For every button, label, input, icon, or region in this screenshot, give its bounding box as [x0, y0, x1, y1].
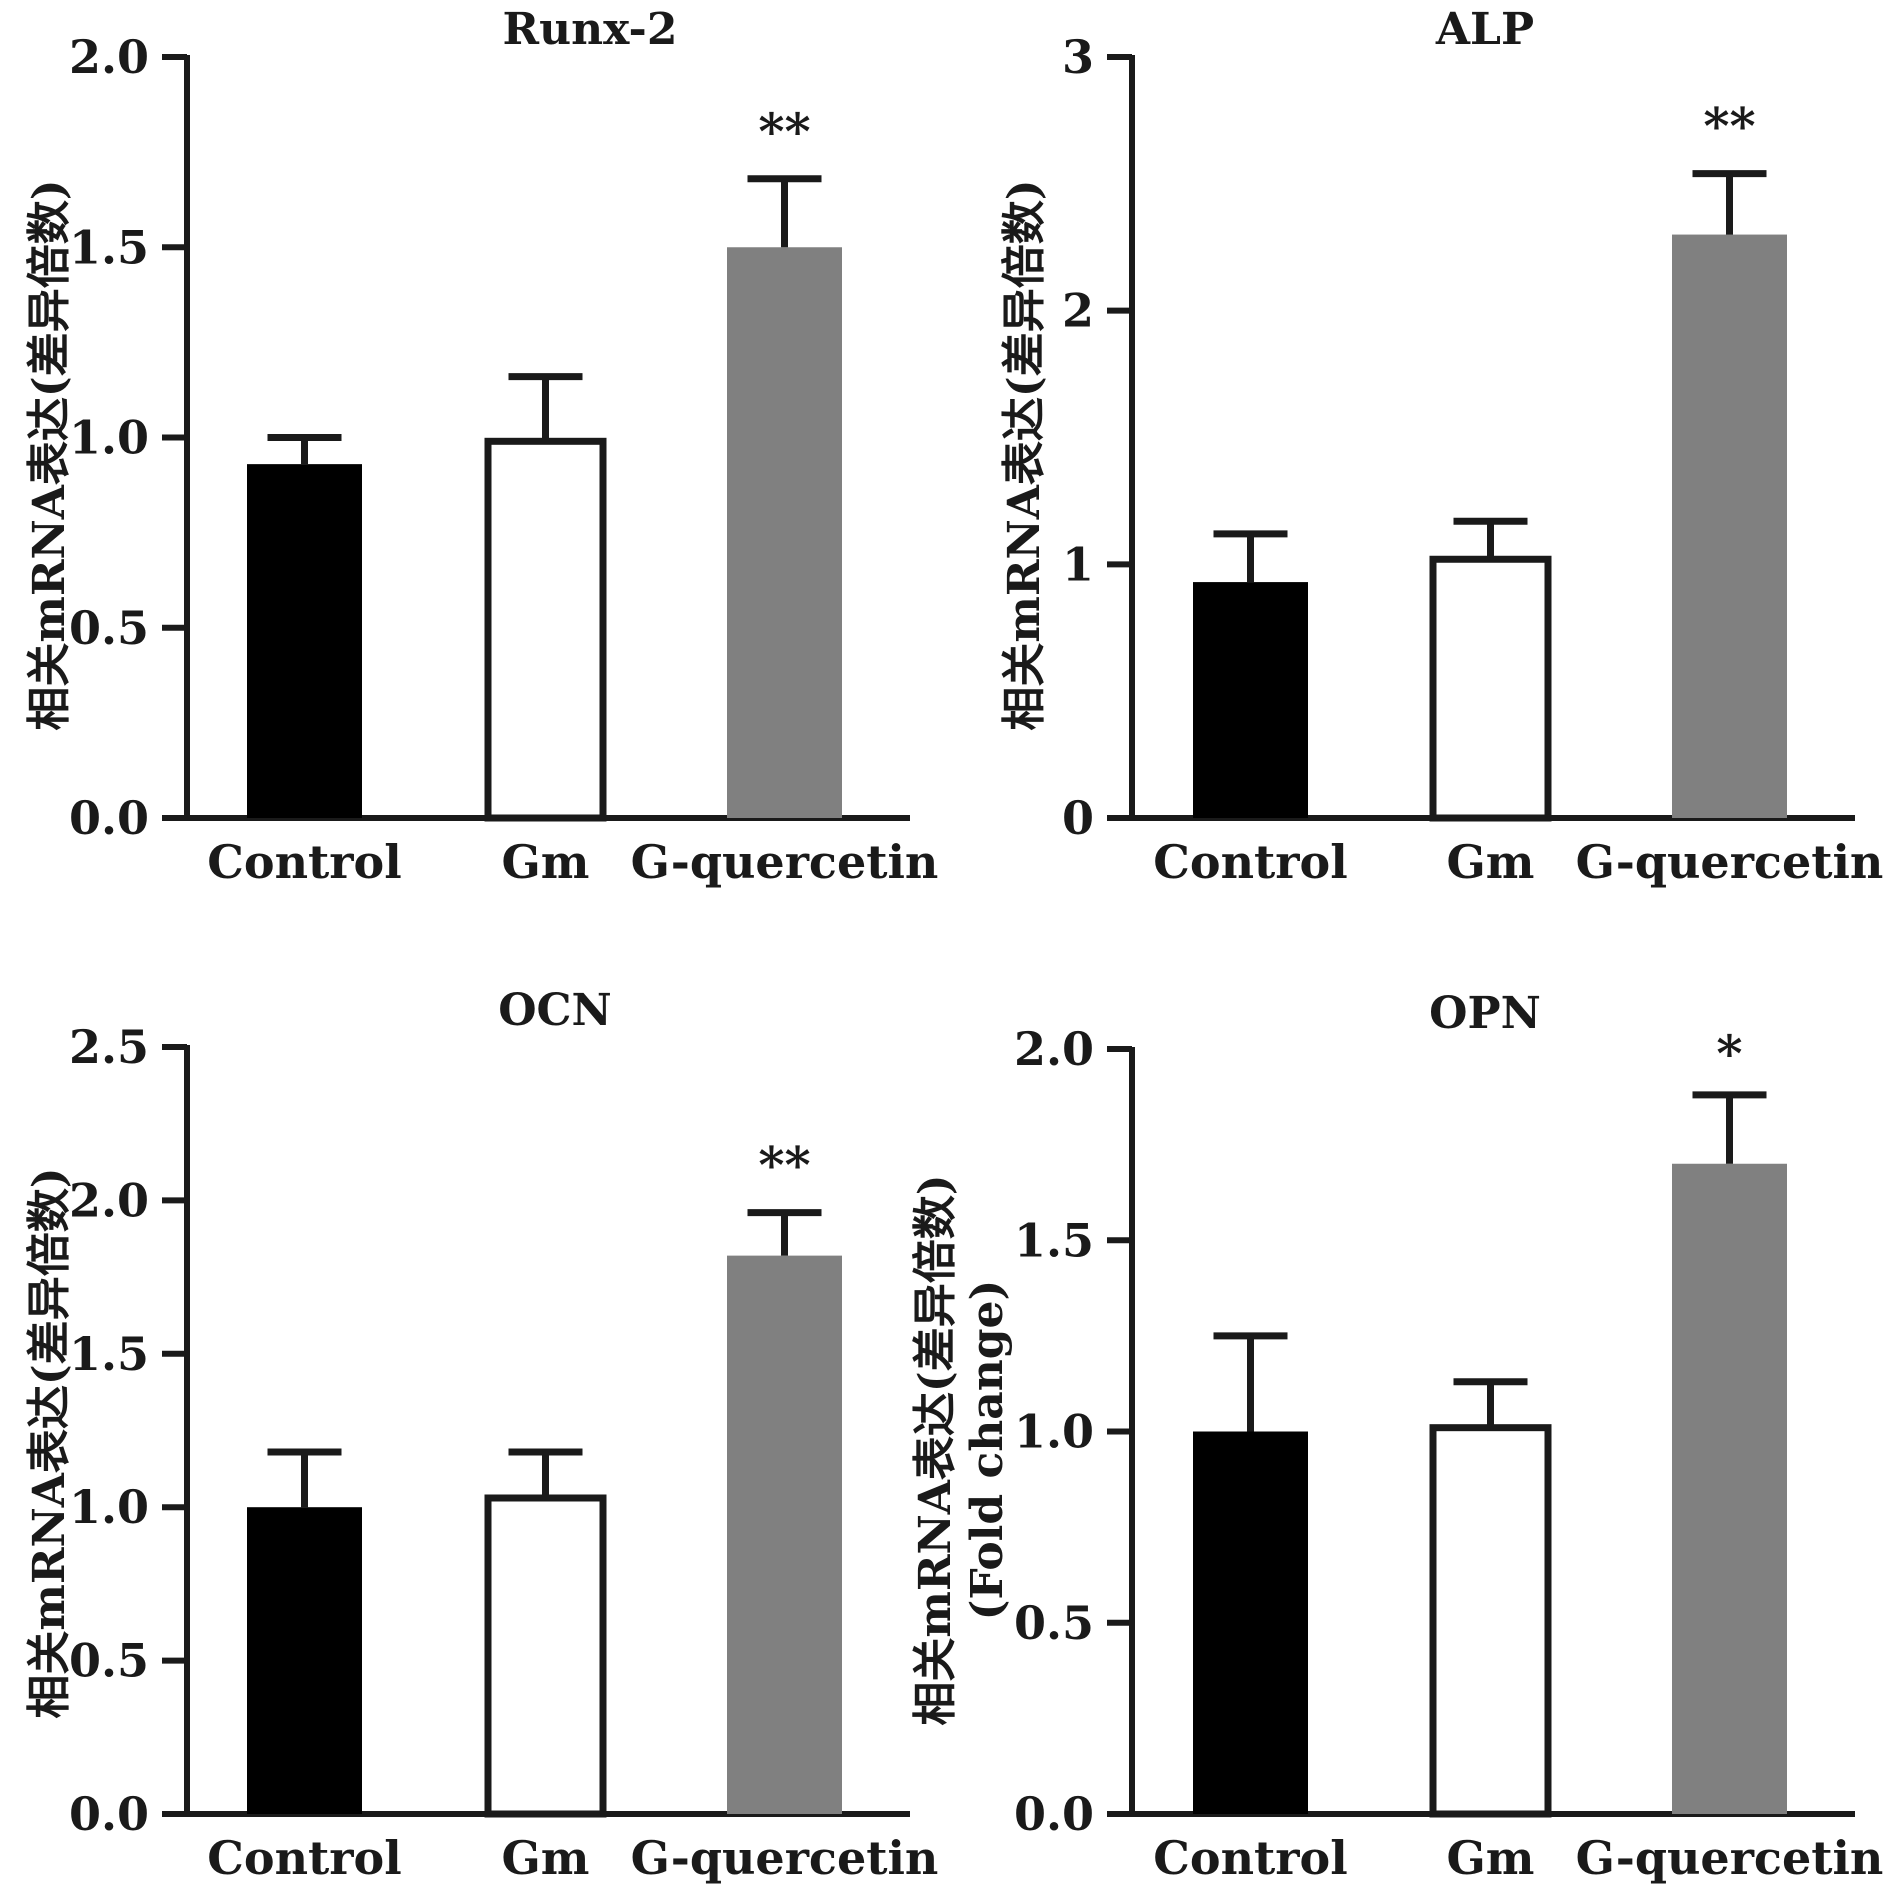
chart-title: Runx-2 [503, 4, 678, 55]
y-tick-label: 0.5 [69, 1634, 149, 1688]
category-label: Gm [1447, 1831, 1535, 1885]
y-axis-label: 相关mRNA表达(差异倍数) [24, 1167, 75, 1718]
y-tick-label: 1.0 [69, 1480, 149, 1534]
category-label: G-quercetin [631, 835, 939, 889]
bar-gm [484, 1494, 607, 1818]
significance-marker: ** [758, 1136, 810, 1195]
y-tick-label: 0 [1062, 791, 1094, 845]
y-tick-label: 0.0 [69, 791, 149, 845]
y-axis-label-line: 相关mRNA表达(差异倍数) [24, 1167, 75, 1718]
significance-marker: ** [758, 102, 810, 161]
y-axis-label-line: 相关mRNA表达(差异倍数) [999, 179, 1050, 730]
bar-control [247, 464, 362, 818]
bar-control [247, 1507, 362, 1814]
y-tick-label: 0.5 [69, 601, 149, 655]
y-axis-label-line: 相关mRNA表达(差异倍数) [24, 179, 75, 730]
y-tick-label: 1.5 [69, 1327, 149, 1381]
chart-panel-1: Runx-2 0.0 0.5 1.0 1.5 2.0 相关mRNA表达(差异倍数) Contr… [24, 4, 938, 889]
significance-marker: ** [1703, 97, 1755, 156]
bar-g-quercetin [727, 247, 842, 818]
category-label: Control [207, 835, 401, 889]
significance-marker: * [1716, 1024, 1742, 1083]
bar-gm [1429, 555, 1552, 822]
category-label: Gm [1447, 835, 1535, 889]
y-tick-label: 1.5 [69, 220, 149, 274]
chart-title: OPN [1429, 988, 1541, 1039]
category-label: Control [207, 1831, 401, 1885]
bar-g-quercetin [1672, 1163, 1787, 1814]
category-label: Gm [502, 835, 590, 889]
category-label: G-quercetin [1576, 835, 1884, 889]
bar-gm [484, 437, 607, 822]
y-tick-label: 2 [1062, 284, 1094, 338]
bar-g-quercetin [1672, 234, 1787, 819]
bar-g-quercetin [727, 1255, 842, 1814]
y-axis-label-line: (Fold change) [962, 1280, 1013, 1621]
category-label: Control [1153, 1831, 1347, 1885]
y-tick-label: 3 [1062, 30, 1094, 84]
y-tick-label: 2.0 [69, 30, 149, 84]
y-tick-label: 0.0 [1014, 1787, 1094, 1841]
y-tick-label: 2.5 [69, 1020, 149, 1074]
y-axis-label: 相关mRNA表达(差异倍数) [24, 179, 75, 730]
chart-panel-2: ALP 0 1 2 3 相关mRNA表达(差异倍数) Control Gm ** G-querce… [999, 4, 1883, 889]
y-axis-label: 相关mRNA表达(差异倍数) [999, 179, 1050, 730]
y-tick-label: 2.0 [1014, 1022, 1094, 1076]
chart-title: OCN [498, 985, 612, 1036]
y-tick-label: 2.0 [69, 1173, 149, 1227]
chart-title: ALP [1435, 4, 1534, 55]
y-tick-label: 0.0 [69, 1787, 149, 1841]
bar-control [1193, 582, 1308, 818]
chart-panel-3: OCN 0.0 0.5 1.0 1.5 2.0 2.5 相关mRNA表达(差异倍数) Contr… [24, 985, 938, 1885]
category-label: Gm [502, 1831, 590, 1885]
y-tick-label: 1.0 [1014, 1405, 1094, 1459]
y-tick-label: 1 [1062, 537, 1094, 591]
bar-control [1193, 1431, 1308, 1814]
category-label: G-quercetin [1576, 1831, 1884, 1885]
bar-gm [1429, 1424, 1552, 1818]
y-tick-label: 1.0 [69, 411, 149, 465]
y-axis-label-line: 相关mRNA表达(差异倍数) [910, 1174, 961, 1725]
y-tick-label: 0.5 [1014, 1596, 1094, 1650]
chart-panel-4: OPN 0.0 0.5 1.0 1.5 2.0 相关mRNA表达(差异倍数) (Fold ch… [910, 988, 1883, 1885]
y-tick-label: 1.5 [1014, 1213, 1094, 1267]
category-label: Control [1153, 835, 1347, 889]
y-axis-label: 相关mRNA表达(差异倍数) (Fold change) [910, 1174, 1013, 1725]
category-label: G-quercetin [631, 1831, 939, 1885]
